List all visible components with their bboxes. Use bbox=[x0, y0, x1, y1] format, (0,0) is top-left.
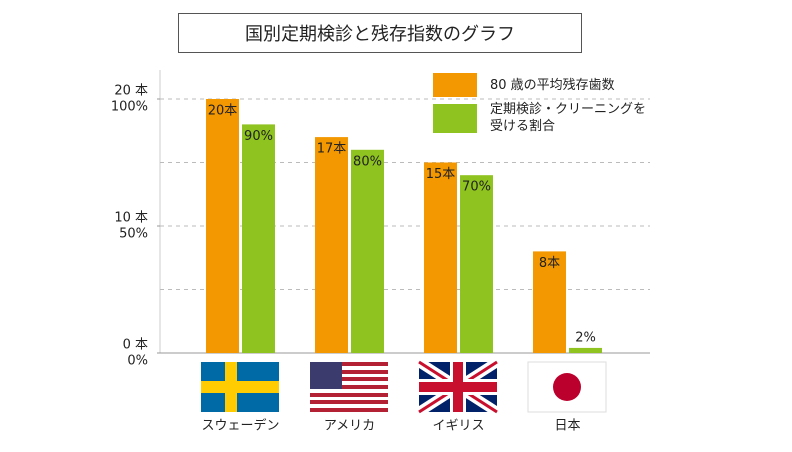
x-tick-label: スウェーデン bbox=[201, 418, 279, 434]
y-tick-label: 0 本 bbox=[123, 338, 148, 353]
value-label: 17本 bbox=[317, 142, 347, 157]
legend-swatch bbox=[433, 73, 477, 97]
value-label: 20本 bbox=[208, 104, 238, 119]
bar bbox=[206, 99, 239, 353]
value-label: 90% bbox=[244, 129, 273, 144]
x-tick-label: イギリス bbox=[432, 419, 484, 434]
value-label: 80% bbox=[353, 154, 382, 169]
bar bbox=[460, 175, 493, 353]
bar bbox=[242, 124, 275, 354]
chart-title: 国別定期検診と残存指数のグラフ bbox=[178, 13, 582, 53]
legend-swatch bbox=[433, 104, 477, 133]
value-label: 15本 bbox=[426, 167, 456, 182]
flag-uk bbox=[416, 357, 500, 417]
x-tick-label: アメリカ bbox=[324, 419, 375, 434]
value-label: 2% bbox=[575, 330, 596, 345]
flag-japan bbox=[527, 361, 607, 413]
y2-tick-label: 50% bbox=[119, 227, 148, 242]
flag-usa bbox=[310, 362, 388, 412]
bar bbox=[533, 251, 566, 353]
flag-sweden bbox=[201, 362, 279, 412]
y2-tick-label: 0% bbox=[127, 354, 148, 369]
y-tick-label: 10 本 bbox=[114, 211, 148, 226]
x-tick-label: 日本 bbox=[554, 419, 580, 434]
bar bbox=[569, 347, 602, 353]
legend-label: 定期検診・クリーニングを受ける割合 bbox=[490, 102, 647, 134]
value-label: 8本 bbox=[539, 256, 560, 271]
y2-tick-label: 100% bbox=[111, 100, 148, 115]
bar bbox=[351, 149, 384, 353]
legend-label: 80 歳の平均残存歯数 bbox=[490, 78, 615, 93]
bar bbox=[315, 137, 348, 353]
value-label: 70% bbox=[462, 180, 491, 195]
bar bbox=[424, 162, 457, 353]
y-tick-label: 20 本 bbox=[114, 84, 148, 99]
